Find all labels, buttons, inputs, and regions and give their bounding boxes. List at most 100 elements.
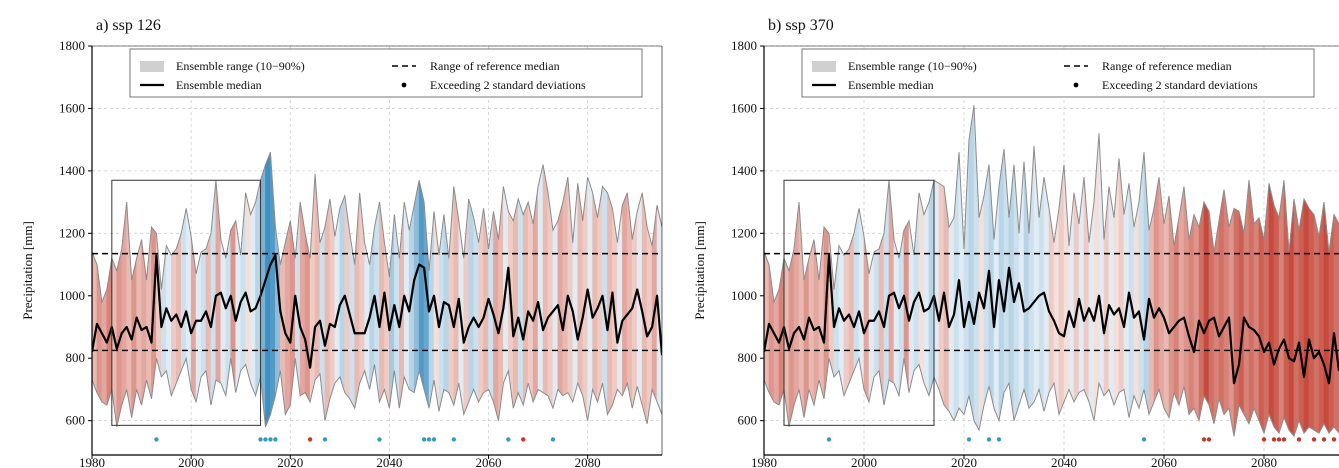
range-segment <box>513 198 519 409</box>
y-tick-label: 1800 <box>731 38 757 53</box>
legend-exceed-label: Exceeding 2 standard deviations <box>1102 78 1258 92</box>
range-segment <box>1268 183 1275 428</box>
range-segment <box>1133 202 1140 409</box>
y-tick-label: 1000 <box>59 288 85 303</box>
range-segment <box>1278 180 1285 434</box>
range-segment <box>1078 177 1085 394</box>
range-segment <box>413 180 420 393</box>
range-segment <box>141 239 147 406</box>
range-segment <box>764 251 770 393</box>
range-segment <box>418 180 425 390</box>
range-segment <box>537 164 544 394</box>
range-segment <box>622 192 628 396</box>
x-tick-label: 2080 <box>575 455 601 468</box>
range-segment <box>1273 205 1280 434</box>
panel-b: 600 800 1000 1200 1400 1600 1800 1980 2000 2020 20… <box>692 17 1339 468</box>
plot-area <box>764 105 1339 442</box>
x-tick-label: 2000 <box>178 455 204 468</box>
range-segment <box>1178 186 1185 406</box>
range-segment <box>1313 214 1320 434</box>
exceed-dry-dot <box>1276 437 1282 442</box>
reference-period-box <box>783 179 935 426</box>
range-lower-edge <box>92 356 662 428</box>
range-segment <box>1303 198 1310 434</box>
range-segment <box>1263 183 1270 434</box>
y-tick-label: 1200 <box>59 225 85 240</box>
exceed-dry-dot <box>1201 437 1207 442</box>
range-segment <box>1293 198 1300 437</box>
legend-range-swatch <box>812 61 836 72</box>
range-segment <box>527 202 534 403</box>
exceed-wet-dot <box>426 437 432 442</box>
legend-refrange-label: Range of reference median <box>1102 59 1232 73</box>
range-segment <box>522 201 529 406</box>
range-segment <box>918 192 925 384</box>
legend-range-label: Ensemble range (10−90%) <box>176 59 305 73</box>
range-segment <box>641 192 648 424</box>
exceed-wet-dot <box>322 437 328 442</box>
x-tick-label: 2000 <box>851 455 877 468</box>
exceed-wet-dot <box>996 437 1002 442</box>
exceed-wet-dot <box>550 437 556 442</box>
exceed-wet-dot <box>268 437 273 442</box>
x-tick-label: 2020 <box>277 455 303 468</box>
range-segment <box>1163 195 1170 418</box>
range-segment <box>220 239 227 396</box>
range-segment <box>843 248 850 396</box>
exceed-dry-dot <box>1261 437 1267 442</box>
range-segment <box>562 177 569 397</box>
range-segment <box>1238 211 1245 415</box>
legend-exceed-swatch <box>401 82 407 88</box>
range-segment <box>1098 133 1105 396</box>
range-segment <box>923 201 930 396</box>
range-segment <box>175 233 182 384</box>
legend: Ensemble range (10−90%) Ensemble median Ra… <box>801 48 1315 98</box>
x-tick-label: 2060 <box>1151 455 1177 468</box>
y-axis-label: Precipitation [mm] <box>20 221 35 320</box>
exceed-dry-dot <box>1281 437 1287 442</box>
y-tick-label: 1800 <box>59 38 85 53</box>
exceed-dry-dot <box>1321 437 1327 442</box>
exceed-dry-dot <box>1206 437 1212 442</box>
median-line <box>92 254 662 369</box>
y-tick-label: 1400 <box>731 163 757 178</box>
legend-refrange-label: Range of reference median <box>430 59 560 73</box>
range-segment <box>863 236 870 403</box>
range-segment <box>1093 133 1100 421</box>
range-segment <box>180 208 187 371</box>
range-segment <box>1183 186 1190 415</box>
legend-exceed-swatch <box>1073 82 1079 88</box>
legend-exceed-label: Exceeding 2 standard deviations <box>430 78 586 92</box>
y-tick-label: 800 <box>66 350 86 365</box>
reference-period-box <box>111 179 262 426</box>
range-segment <box>883 180 890 406</box>
range-segment <box>793 202 800 406</box>
range-segment <box>324 198 331 421</box>
x-tick-label: 2080 <box>1251 455 1277 468</box>
legend-range-swatch <box>140 61 164 72</box>
exceed-wet-dot <box>826 437 832 442</box>
range-segment <box>121 202 127 406</box>
range-segment <box>597 186 603 403</box>
range-segment <box>171 248 177 396</box>
range-segment <box>245 192 251 384</box>
range-segment <box>848 233 855 384</box>
range-segment <box>1323 202 1330 434</box>
range-segment <box>1168 195 1175 418</box>
range-segment <box>1243 180 1250 424</box>
exceed-wet-dot <box>421 437 427 442</box>
legend-median-label: Ensemble median <box>176 78 262 92</box>
range-segment <box>265 152 271 428</box>
range-segment <box>1118 158 1125 394</box>
range-segment <box>92 251 98 393</box>
range-segment <box>963 139 970 415</box>
legend-range-label: Ensemble range (10−90%) <box>848 59 977 73</box>
range-segment <box>517 198 524 406</box>
range-segment <box>285 220 291 415</box>
x-tick-label: 1980 <box>751 455 777 468</box>
range-segment <box>1203 201 1210 406</box>
range-segment <box>1173 217 1180 406</box>
plot-area <box>92 151 662 442</box>
legend: Ensemble range (10−90%) Ensemble median Ra… <box>129 48 643 98</box>
